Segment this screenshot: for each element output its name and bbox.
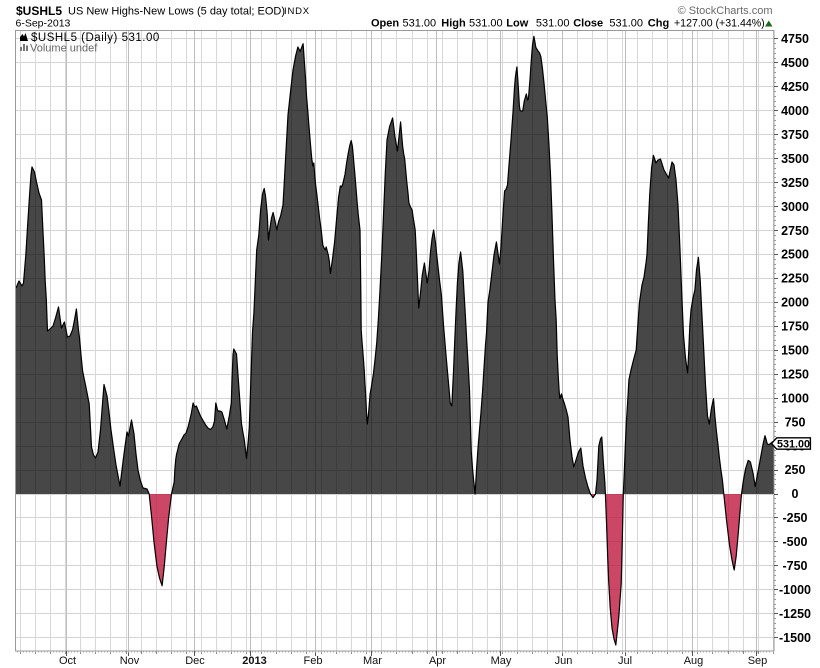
svg-text:3000: 3000 bbox=[781, 200, 809, 214]
svg-text:Dec: Dec bbox=[185, 655, 205, 667]
svg-text:-500: -500 bbox=[782, 535, 807, 549]
svg-text:$USHL5: $USHL5 bbox=[16, 4, 62, 18]
svg-text:May: May bbox=[491, 655, 512, 667]
svg-text:4500: 4500 bbox=[781, 56, 809, 70]
svg-text:1000: 1000 bbox=[781, 391, 809, 405]
svg-text:531.00: 531.00 bbox=[609, 18, 643, 30]
svg-text:3500: 3500 bbox=[781, 152, 809, 166]
svg-text:-1250: -1250 bbox=[779, 607, 811, 621]
svg-text:US New Highs-New Lows (5 day t: US New Highs-New Lows (5 day total; EOD) bbox=[68, 6, 285, 18]
svg-text:Sep: Sep bbox=[748, 655, 768, 667]
svg-text:2013: 2013 bbox=[242, 655, 266, 667]
svg-text:3250: 3250 bbox=[781, 176, 809, 190]
svg-text:Volume undef: Volume undef bbox=[30, 43, 98, 55]
svg-text:4000: 4000 bbox=[781, 104, 809, 118]
svg-text:Low: Low bbox=[506, 18, 528, 30]
svg-text:1500: 1500 bbox=[781, 344, 809, 358]
svg-text:Chg: Chg bbox=[648, 18, 669, 30]
svg-text:Apr: Apr bbox=[429, 655, 446, 667]
svg-text:Jun: Jun bbox=[555, 655, 573, 667]
svg-text:3750: 3750 bbox=[781, 128, 809, 142]
svg-text:1250: 1250 bbox=[781, 367, 809, 381]
svg-text:Oct: Oct bbox=[59, 655, 76, 667]
svg-text:Aug: Aug bbox=[684, 655, 704, 667]
svg-text:-1500: -1500 bbox=[779, 631, 811, 645]
svg-text:531.00: 531.00 bbox=[403, 18, 437, 30]
svg-text:INDX: INDX bbox=[284, 6, 310, 17]
svg-text:2000: 2000 bbox=[781, 296, 809, 310]
svg-text:2750: 2750 bbox=[781, 224, 809, 238]
svg-text:Open: Open bbox=[371, 18, 399, 30]
svg-text:750: 750 bbox=[785, 415, 806, 429]
svg-text:Close: Close bbox=[573, 18, 603, 30]
svg-text:0: 0 bbox=[792, 487, 799, 501]
svg-text:250: 250 bbox=[785, 463, 806, 477]
svg-text:531.00: 531.00 bbox=[536, 18, 570, 30]
svg-text:$USHL5 (Daily) 531.00: $USHL5 (Daily) 531.00 bbox=[31, 32, 160, 44]
svg-text:531.00: 531.00 bbox=[469, 18, 503, 30]
svg-text:6-Sep-2013: 6-Sep-2013 bbox=[16, 18, 71, 30]
svg-text:2500: 2500 bbox=[781, 248, 809, 262]
svg-text:-750: -750 bbox=[782, 559, 807, 573]
svg-text:2250: 2250 bbox=[781, 272, 809, 286]
svg-text:Jul: Jul bbox=[618, 655, 632, 667]
svg-text:-1000: -1000 bbox=[779, 583, 811, 597]
svg-text:1750: 1750 bbox=[781, 320, 809, 334]
svg-text:Feb: Feb bbox=[304, 655, 323, 667]
svg-text:© StockCharts.com: © StockCharts.com bbox=[678, 5, 773, 17]
svg-text:-250: -250 bbox=[782, 511, 807, 525]
svg-text:4250: 4250 bbox=[781, 80, 809, 94]
svg-text:+127.00 (+31.44%): +127.00 (+31.44%) bbox=[674, 18, 765, 30]
svg-text:High: High bbox=[441, 18, 466, 30]
svg-text:4750: 4750 bbox=[781, 32, 809, 46]
svg-text:Nov: Nov bbox=[120, 655, 140, 667]
svg-text:531.00: 531.00 bbox=[777, 439, 810, 451]
svg-text:Mar: Mar bbox=[363, 655, 382, 667]
